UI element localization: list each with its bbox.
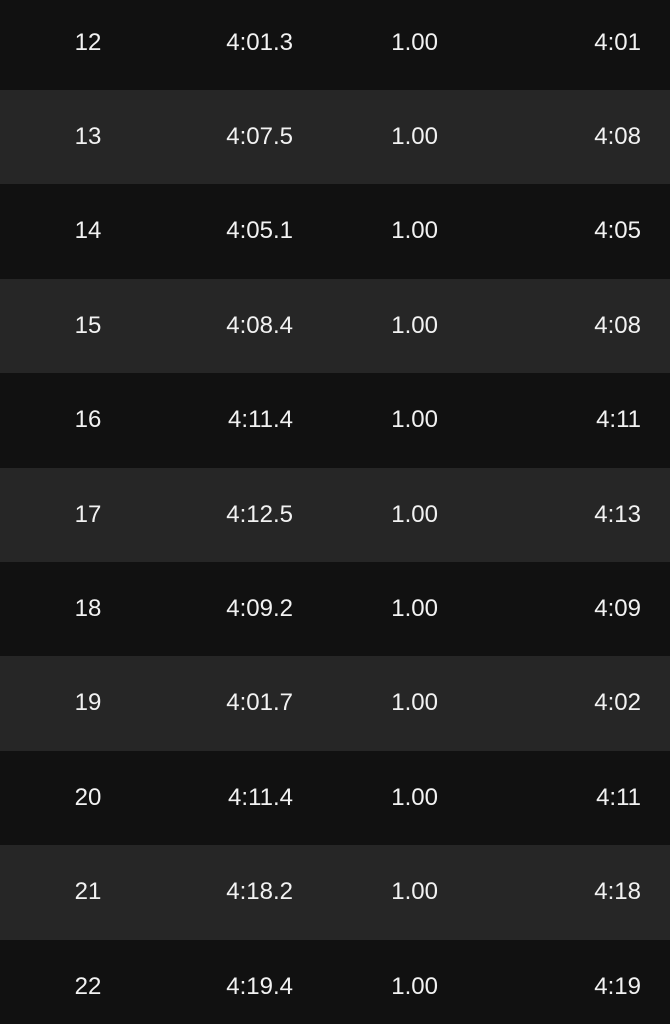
table-row: 15 4:08.4 1.00 4:08: [0, 278, 670, 374]
split-time: 4:09.2: [226, 595, 293, 622]
split-pace: 4:19: [594, 972, 641, 1000]
split-pace: 4:18: [594, 878, 641, 906]
split-distance: 1.00: [391, 311, 438, 339]
split-time: 4:18.2: [226, 878, 293, 906]
table-row: 13 4:07.5 1.00 4:08: [0, 90, 670, 185]
table-row: 21 4:18.2 1.00 4:18: [0, 845, 670, 940]
split-time: 4:05.1: [226, 217, 293, 245]
split-number: 18: [74, 595, 102, 622]
split-distance: 1.00: [391, 500, 438, 528]
split-time: 4:11.4: [228, 406, 293, 434]
split-distance: 1.00: [391, 123, 438, 150]
split-pace: 4:13: [594, 500, 641, 528]
split-time: 4:11.4: [228, 783, 293, 811]
split-pace: 4:09: [594, 595, 641, 622]
table-row: 22 4:19.4 1.00 4:19: [0, 940, 670, 1024]
split-pace: 4:08: [594, 123, 641, 150]
split-pace: 4:11: [596, 406, 641, 434]
table-row: 19 4:01.7 1.00 4:02: [0, 656, 670, 751]
split-number: 16: [74, 406, 102, 434]
split-number: 20: [74, 783, 102, 811]
split-number: 17: [74, 500, 102, 528]
table-row: 20 4:11.4 1.00 4:11: [0, 751, 670, 845]
split-distance: 1.00: [391, 972, 438, 1000]
split-time: 4:12.5: [226, 500, 293, 528]
split-distance: 1.00: [391, 878, 438, 906]
split-pace: 4:05: [594, 217, 641, 245]
split-time: 4:01.3: [226, 28, 293, 56]
split-number: 14: [74, 217, 102, 245]
table-row: 18 4:09.2 1.00 4:09: [0, 562, 670, 656]
split-distance: 1.00: [391, 28, 438, 56]
split-distance: 1.00: [391, 689, 438, 717]
split-time: 4:19.4: [226, 972, 293, 1000]
split-number: 19: [74, 689, 102, 717]
split-distance: 1.00: [391, 406, 438, 434]
table-row: 12 4:01.3 1.00 4:01: [0, 0, 670, 90]
split-distance: 1.00: [391, 217, 438, 245]
table-row: 14 4:05.1 1.00 4:05: [0, 184, 670, 278]
split-time: 4:08.4: [226, 311, 293, 339]
split-number: 12: [74, 28, 102, 56]
split-number: 22: [74, 972, 102, 1000]
split-time: 4:01.7: [226, 689, 293, 717]
split-number: 13: [74, 123, 102, 150]
split-pace: 4:11: [596, 783, 641, 811]
split-distance: 1.00: [391, 595, 438, 622]
split-number: 15: [74, 311, 102, 339]
split-pace: 4:01: [594, 28, 641, 56]
split-pace: 4:08: [594, 311, 641, 339]
table-row: 17 4:12.5 1.00 4:13: [0, 467, 670, 562]
split-number: 21: [74, 878, 102, 906]
split-distance: 1.00: [391, 783, 438, 811]
split-time: 4:07.5: [226, 123, 293, 150]
split-pace: 4:02: [594, 689, 641, 717]
table-row: 16 4:11.4 1.00 4:11: [0, 373, 670, 467]
